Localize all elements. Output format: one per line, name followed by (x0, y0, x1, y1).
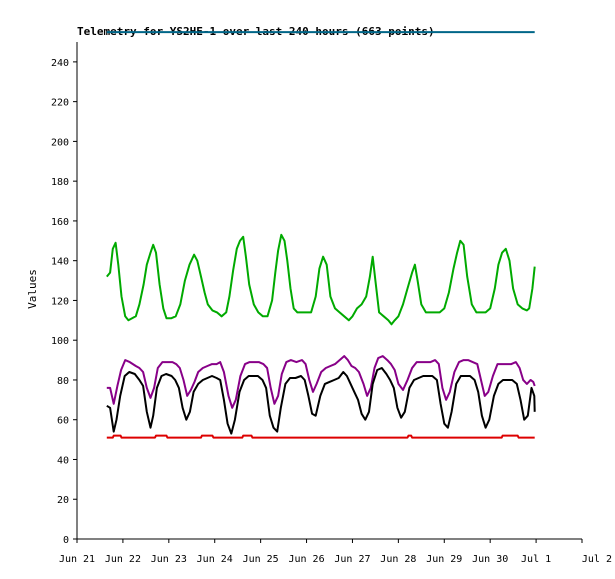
axes-layer (76, 42, 582, 540)
x-tick-label: Jun 28 (380, 554, 416, 565)
y-tick-label: 180 (51, 177, 69, 188)
series-line-0 (106, 233, 536, 326)
x-tick-label: Jun 29 (426, 554, 462, 565)
x-tick-label: Jun 22 (105, 554, 141, 565)
y-tick-label: 220 (51, 98, 69, 109)
series-line-2 (106, 367, 536, 435)
x-tick-label: Jun 24 (197, 554, 233, 565)
x-tick-label: Jun 23 (151, 554, 187, 565)
x-tick-label: Jun 25 (243, 554, 279, 565)
series-line-1 (106, 355, 536, 409)
x-tick-label: Jul 1 (521, 554, 551, 565)
y-tick-label: 100 (51, 336, 69, 347)
x-tick-label: Jun 27 (334, 554, 370, 565)
y-tick-label: 0 (63, 535, 69, 546)
x-ticks: Jun 21 Jun 22 Jun 23 Jun 24 Jun 25 Jun 26 Jun … (59, 539, 612, 565)
y-tick-label: 120 (51, 296, 69, 307)
y-tick-label: 240 (51, 58, 69, 69)
y-axis-label: Values (26, 269, 39, 309)
y-tick-label: 20 (57, 495, 69, 506)
y-tick-label: 80 (57, 376, 69, 387)
x-tick-label: Jun 30 (472, 554, 508, 565)
x-tick-label: Jun 26 (288, 554, 324, 565)
x-tick-label: Jun 21 (59, 554, 95, 565)
x-tick-label: Jul 2 (582, 554, 612, 565)
y-tick-label: 140 (51, 257, 69, 268)
y-tick-label: 160 (51, 217, 69, 228)
y-tick-label: 60 (57, 416, 69, 427)
y-tick-label: 200 (51, 137, 69, 148)
series-line-3 (106, 434, 535, 439)
y-ticks: 0 20 40 60 80 100 120 140 160 180 200 220 240 (51, 58, 77, 546)
y-tick-label: 40 (57, 455, 69, 466)
series-layer (106, 31, 536, 439)
